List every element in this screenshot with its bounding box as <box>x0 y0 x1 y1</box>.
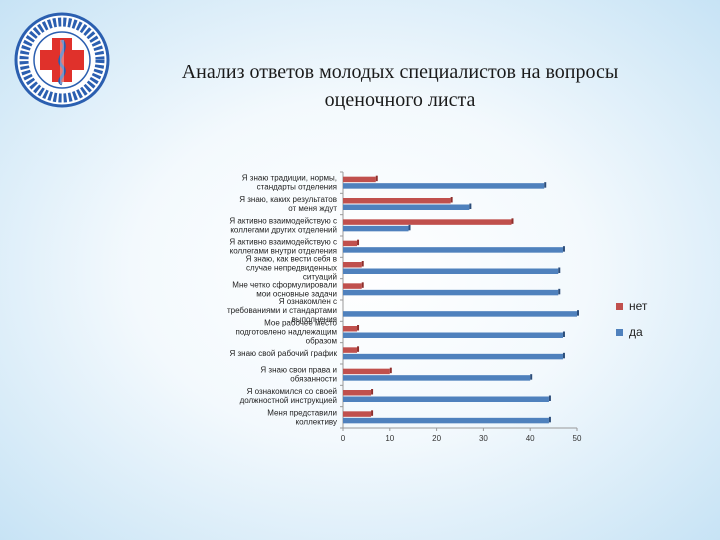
bar-end-нет-4 <box>361 261 364 267</box>
bar-end-да-0 <box>544 182 547 188</box>
bar-нет-10 <box>343 390 372 396</box>
bar-end-да-10 <box>548 395 551 401</box>
title-line-1: Анализ ответов молодых специалистов на в… <box>181 61 619 83</box>
title-line-2: оценочного листа <box>324 89 476 111</box>
x-tick-label: 20 <box>432 434 441 443</box>
x-tick-label: 40 <box>526 434 535 443</box>
medical-cross-emblem-icon <box>14 12 110 108</box>
bar-нет-4 <box>343 262 362 268</box>
bar-нет-7 <box>343 326 358 332</box>
bar-end-да-7 <box>562 331 565 337</box>
bar-end-да-9 <box>530 374 533 380</box>
category-label-6: Я ознакомлен с требованиями и стандартами… <box>227 297 337 324</box>
bar-да-5 <box>343 289 559 296</box>
bar-end-нет-1 <box>450 197 453 203</box>
bar-end-да-5 <box>558 288 561 295</box>
legend-swatch-net <box>616 302 623 310</box>
slide-title: Анализ ответов молодых специалистов на в… <box>120 58 680 114</box>
bar-end-нет-0 <box>375 175 378 182</box>
x-tick-label: 50 <box>573 434 582 443</box>
bar-нет-0 <box>343 176 376 183</box>
category-label-11: Меня представили коллективу <box>267 408 337 426</box>
bar-end-нет-10 <box>371 389 374 395</box>
bar-да-9 <box>343 375 531 381</box>
category-label-10: Я ознакомился со своей должностной инстру… <box>240 387 337 405</box>
bar-end-нет-3 <box>357 239 360 246</box>
bar-да-8 <box>343 353 563 360</box>
bar-нет-8 <box>343 347 358 353</box>
category-label-7: Мое рабочее место подготовлено надлежащим… <box>236 319 338 346</box>
legend-item-net: нет <box>616 296 647 316</box>
category-label-5: Мне четко сформулировали мои основные зад… <box>232 280 337 298</box>
bar-да-10 <box>343 396 549 402</box>
bar-нет-9 <box>343 368 390 375</box>
legend-label-net: нет <box>629 299 648 313</box>
x-tick-label: 10 <box>385 434 394 443</box>
category-label-0: Я знаю традиции, нормы, стандарты отделен… <box>242 174 337 192</box>
bar-end-нет-7 <box>357 325 360 331</box>
bar-end-да-1 <box>469 203 472 209</box>
legend-label-da: да <box>629 325 643 339</box>
category-label-9: Я знаю свои права и обязанности <box>260 366 337 384</box>
bar-end-нет-8 <box>357 346 360 352</box>
bar-нет-11 <box>343 411 372 417</box>
bar-end-да-2 <box>408 224 411 231</box>
legend-swatch-da <box>616 328 623 336</box>
bar-end-да-6 <box>577 310 579 316</box>
bar-да-2 <box>343 225 409 232</box>
category-label-3: Я активно взаимодействую с коллегами внут… <box>229 238 337 256</box>
bar-нет-3 <box>343 240 358 247</box>
bar-end-да-3 <box>562 246 565 252</box>
bar-да-6 <box>343 311 577 317</box>
bar-нет-5 <box>343 283 362 289</box>
category-label-4: Я знаю, как вести себя в случае непредвид… <box>246 255 337 282</box>
bar-end-да-11 <box>548 416 551 423</box>
bar-end-нет-11 <box>371 410 374 416</box>
x-tick-label: 0 <box>341 434 346 443</box>
bar-да-4 <box>343 268 559 274</box>
bar-end-да-4 <box>558 267 561 273</box>
bar-нет-2 <box>343 219 512 225</box>
bar-end-нет-9 <box>389 367 392 374</box>
legend-item-da: да <box>616 322 647 342</box>
bar-да-1 <box>343 204 470 210</box>
bar-да-7 <box>343 332 563 338</box>
category-label-1: Я знаю, каких результатов от меня ждут <box>239 195 337 213</box>
bar-да-0 <box>343 183 545 189</box>
bar-end-да-8 <box>562 352 565 359</box>
category-label-8: Я знаю свой рабочий график <box>229 349 337 358</box>
bar-нет-1 <box>343 198 451 204</box>
bar-end-нет-5 <box>361 282 364 288</box>
bar-да-11 <box>343 417 549 424</box>
bar-да-3 <box>343 247 563 253</box>
bar-end-нет-2 <box>511 218 514 224</box>
category-label-2: Я активно взаимодействую с коллегами друг… <box>229 216 337 234</box>
legend: нет да <box>616 296 647 348</box>
x-tick-label: 30 <box>479 434 488 443</box>
